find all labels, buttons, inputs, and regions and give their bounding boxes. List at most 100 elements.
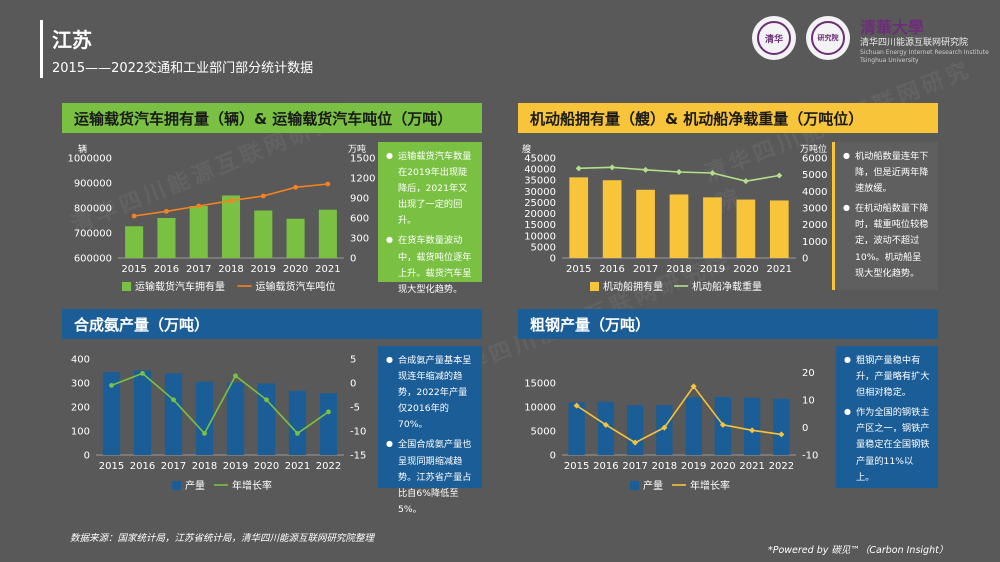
bar	[157, 218, 176, 258]
line-point	[295, 431, 300, 436]
x-tick-label: 2020	[710, 461, 735, 472]
line-point	[109, 383, 114, 388]
y-tick-label-right: 20	[802, 368, 815, 379]
institute-logo: 研究院	[806, 16, 850, 60]
x-tick-label: 2016	[130, 461, 155, 472]
x-tick-label: 2022	[316, 461, 341, 472]
y-tick-label-right: 5000	[802, 170, 827, 181]
note-steel: 粗钢产量稳中有升，产量略有扩大但相对稳定。 作为全国的钢铁主产区之一，钢铁产量稳…	[836, 346, 938, 488]
line-point	[575, 165, 582, 172]
y-tick-label-right: 1000	[802, 237, 827, 248]
institute-name: 清華大學 清华四川能源互联网研究院 Sichuan Energy Interne…	[860, 18, 989, 64]
bar	[102, 372, 121, 455]
x-tick-label: 2019	[700, 264, 725, 275]
y-tick-label-right: -5	[350, 403, 360, 414]
x-tick-label: 2021	[315, 264, 340, 275]
legend-label-line: 年增长率	[232, 479, 272, 492]
legend-swatch-bar	[590, 282, 599, 291]
y-tick-label-left: 1000000	[67, 154, 112, 165]
y-tick-label-left: 15000	[524, 379, 556, 390]
y-axis-unit-left: 辆	[78, 143, 87, 155]
bar	[221, 195, 241, 258]
legend-label-line: 运输载货汽车吨位	[256, 280, 336, 293]
y-tick-label-right: 0	[802, 254, 808, 265]
line-point	[690, 383, 697, 390]
x-tick-label: 2020	[733, 264, 758, 275]
y-tick-label-left: 15000	[524, 220, 556, 231]
x-tick-label: 2016	[599, 264, 624, 275]
line-point	[709, 170, 716, 176]
x-tick-label: 2020	[254, 461, 279, 472]
legend-label-bar: 运输载货汽车拥有量	[135, 280, 225, 293]
line-point	[202, 431, 207, 436]
data-source: 数据来源：国家统计局，江苏省统计局，清华四川能源互联网研究院整理	[70, 533, 375, 544]
x-tick-label: 2019	[251, 264, 276, 275]
line-point	[164, 208, 169, 214]
y-tick-label-right: 0	[350, 379, 356, 390]
steel-chart: 0 5000 10000 15000 -10 0 10 20 2015 2016 2017 2018 2…	[524, 368, 818, 492]
line-point	[602, 421, 609, 428]
page-title: 江苏	[52, 28, 92, 52]
bar	[195, 381, 214, 455]
line-point	[676, 169, 682, 175]
line-point	[196, 203, 202, 209]
y-tick-label-left: 40000	[524, 165, 556, 176]
y-tick-label-right: 5	[350, 355, 356, 366]
x-tick-label: 2018	[218, 264, 243, 275]
line-point	[140, 371, 145, 376]
note-item: 全国合成氨产量也呈现同期缩减趋势。江苏省产量占比自6%降低至5%。	[386, 437, 474, 517]
note-ships: 机动船数量连年下降，但是近两年降速放缓。 在机动船数量下降时，载重吨位较稳定，波…	[832, 142, 938, 290]
x-tick-label: 2021	[767, 264, 792, 275]
bar	[743, 397, 761, 455]
line-point	[131, 213, 137, 219]
panel-title-ships: 机动船拥有量（艘）& 机动船净载重量（万吨位）	[518, 103, 938, 133]
x-tick-label: 2016	[593, 461, 618, 472]
line-point	[632, 439, 639, 446]
note-item: 作为全国的钢铁主产区之一，钢铁产量稳定在全国钢铁产量的11%以上。	[844, 405, 930, 485]
legend-label-bar: 产量	[185, 479, 205, 492]
line-point	[776, 172, 783, 179]
line-point	[260, 193, 266, 199]
x-tick-label: 2022	[769, 461, 794, 472]
bar	[736, 199, 756, 258]
y-tick-label-left: 20000	[524, 209, 556, 220]
y-tick-label-right: 6000	[802, 154, 827, 165]
line-point	[642, 166, 649, 173]
ship-chart: 艘万吨位050001000015000200002500030000350004…	[522, 143, 827, 293]
note-item: 机动船数量连年下降，但是近两年降速放缓。	[843, 149, 930, 197]
bar	[773, 398, 790, 455]
y-tick-label-left: 25000	[524, 198, 556, 209]
y-tick-label-right: 1500	[350, 154, 375, 165]
panel-title-steel: 粗钢产量（万吨）	[518, 309, 938, 339]
legend-label-line: 年增长率	[690, 479, 730, 492]
x-tick-label: 2017	[622, 461, 647, 472]
y-tick-label-left: 100	[71, 427, 90, 438]
x-tick-label: 2016	[154, 264, 179, 275]
x-tick-label: 2021	[739, 461, 764, 472]
bar	[669, 194, 689, 258]
title-accent-bar	[40, 20, 43, 78]
bar	[286, 218, 305, 258]
line-point	[233, 373, 238, 379]
line-point	[661, 424, 668, 431]
bar	[226, 382, 245, 455]
legend-swatch-bar	[172, 481, 181, 490]
y-tick-label-left: 5000	[531, 242, 556, 253]
line-point	[264, 397, 269, 403]
x-tick-label: 2018	[666, 264, 691, 275]
y-tick-label-left: 5000	[531, 427, 556, 438]
bar	[703, 197, 722, 258]
y-tick-label-left: 600000	[74, 254, 112, 265]
y-tick-label-left: 400	[71, 355, 90, 366]
note-trucks: 运输载货汽车数量在2019年出现陡降后，2021年又出现了一定的回升。 在货车数…	[378, 142, 482, 295]
bar	[133, 370, 152, 455]
page-subtitle: 2015——2022交通和工业部门部分统计数据	[52, 61, 314, 76]
note-ammonia: 合成氨产量基本呈现连年缩减的趋势，2022年产量仅2016年的70%。 全国合成…	[378, 346, 482, 515]
x-tick-label: 2015	[99, 461, 124, 472]
bar	[254, 210, 273, 258]
bar	[288, 390, 307, 455]
x-tick-label: 2018	[652, 461, 677, 472]
line-point	[778, 431, 785, 438]
y-tick-label-left: 35000	[524, 176, 556, 187]
y-tick-label-right: 300	[350, 234, 369, 245]
